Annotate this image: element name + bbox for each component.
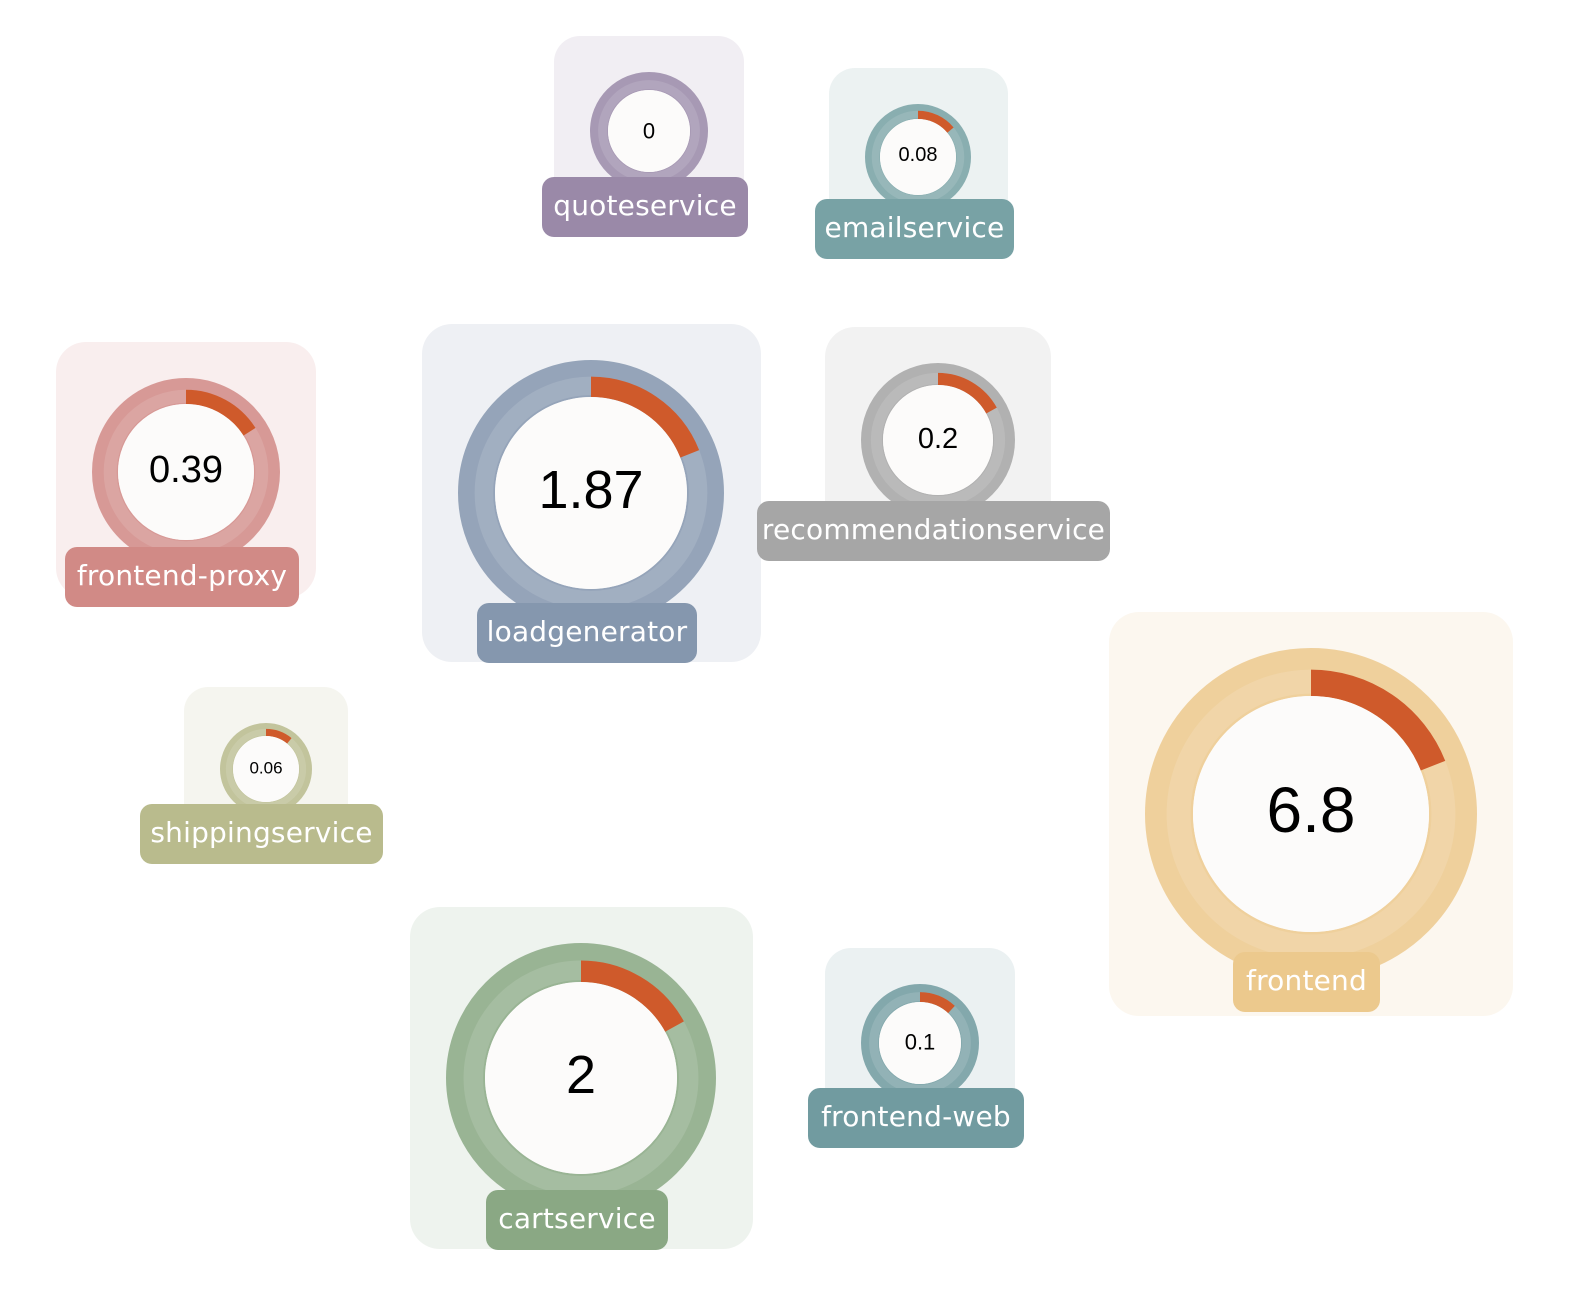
gauge-progress-arc <box>919 992 955 1014</box>
gauge-center <box>879 1002 961 1084</box>
gauge-progress-arc <box>1310 669 1446 771</box>
gauge-center <box>118 404 254 540</box>
gauge-ring: 0 <box>590 72 708 190</box>
gauge-progress-arc <box>265 728 292 744</box>
gauge-ring: 0.1 <box>861 984 979 1102</box>
gauge-value: 0.1 <box>905 1030 936 1055</box>
service-label[interactable]: frontend-web <box>808 1088 1024 1148</box>
gauge-ring: 0.08 <box>865 104 971 210</box>
gauge-ring: 6.8 <box>1145 648 1477 980</box>
gauge-value: 0.06 <box>249 759 282 778</box>
gauge-center <box>608 90 690 172</box>
service-label[interactable]: cartservice <box>486 1190 668 1250</box>
service-label[interactable]: emailservice <box>815 199 1014 259</box>
gauge-value: 0.39 <box>149 449 223 491</box>
gauge-center <box>495 397 687 589</box>
service-label[interactable]: recommendationservice <box>757 501 1110 561</box>
gauge-center <box>485 982 677 1174</box>
gauge-value: 6.8 <box>1267 774 1356 846</box>
service-label[interactable]: shippingservice <box>140 804 383 864</box>
gauge-center <box>880 119 956 195</box>
gauge-ring: 2 <box>446 943 716 1213</box>
gauge-ring: 1.87 <box>458 360 724 626</box>
gauge-value: 0 <box>643 119 655 144</box>
service-label[interactable]: frontend <box>1233 952 1380 1012</box>
service-label[interactable]: loadgenerator <box>477 603 697 663</box>
gauge-value: 0.08 <box>899 144 938 166</box>
service-label[interactable]: quoteservice <box>542 177 748 237</box>
gauge-progress-arc <box>590 376 700 458</box>
service-label[interactable]: frontend-proxy <box>65 547 299 607</box>
gauge-progress-arc <box>185 389 256 436</box>
gauge-center <box>233 736 299 802</box>
gauge-progress-arc <box>580 960 684 1033</box>
gauge-ring: 0.39 <box>92 378 280 566</box>
gauge-value: 2 <box>566 1045 596 1105</box>
gauge-progress-arc <box>937 372 997 414</box>
gauge-center <box>1193 696 1429 932</box>
gauge-ring: 0.2 <box>861 363 1015 517</box>
gauge-center <box>883 385 993 495</box>
gauge-value: 0.2 <box>918 423 958 455</box>
gauge-ring: 0.06 <box>220 723 312 815</box>
gauge-value: 1.87 <box>538 460 643 520</box>
gauge-progress-arc <box>917 110 954 133</box>
